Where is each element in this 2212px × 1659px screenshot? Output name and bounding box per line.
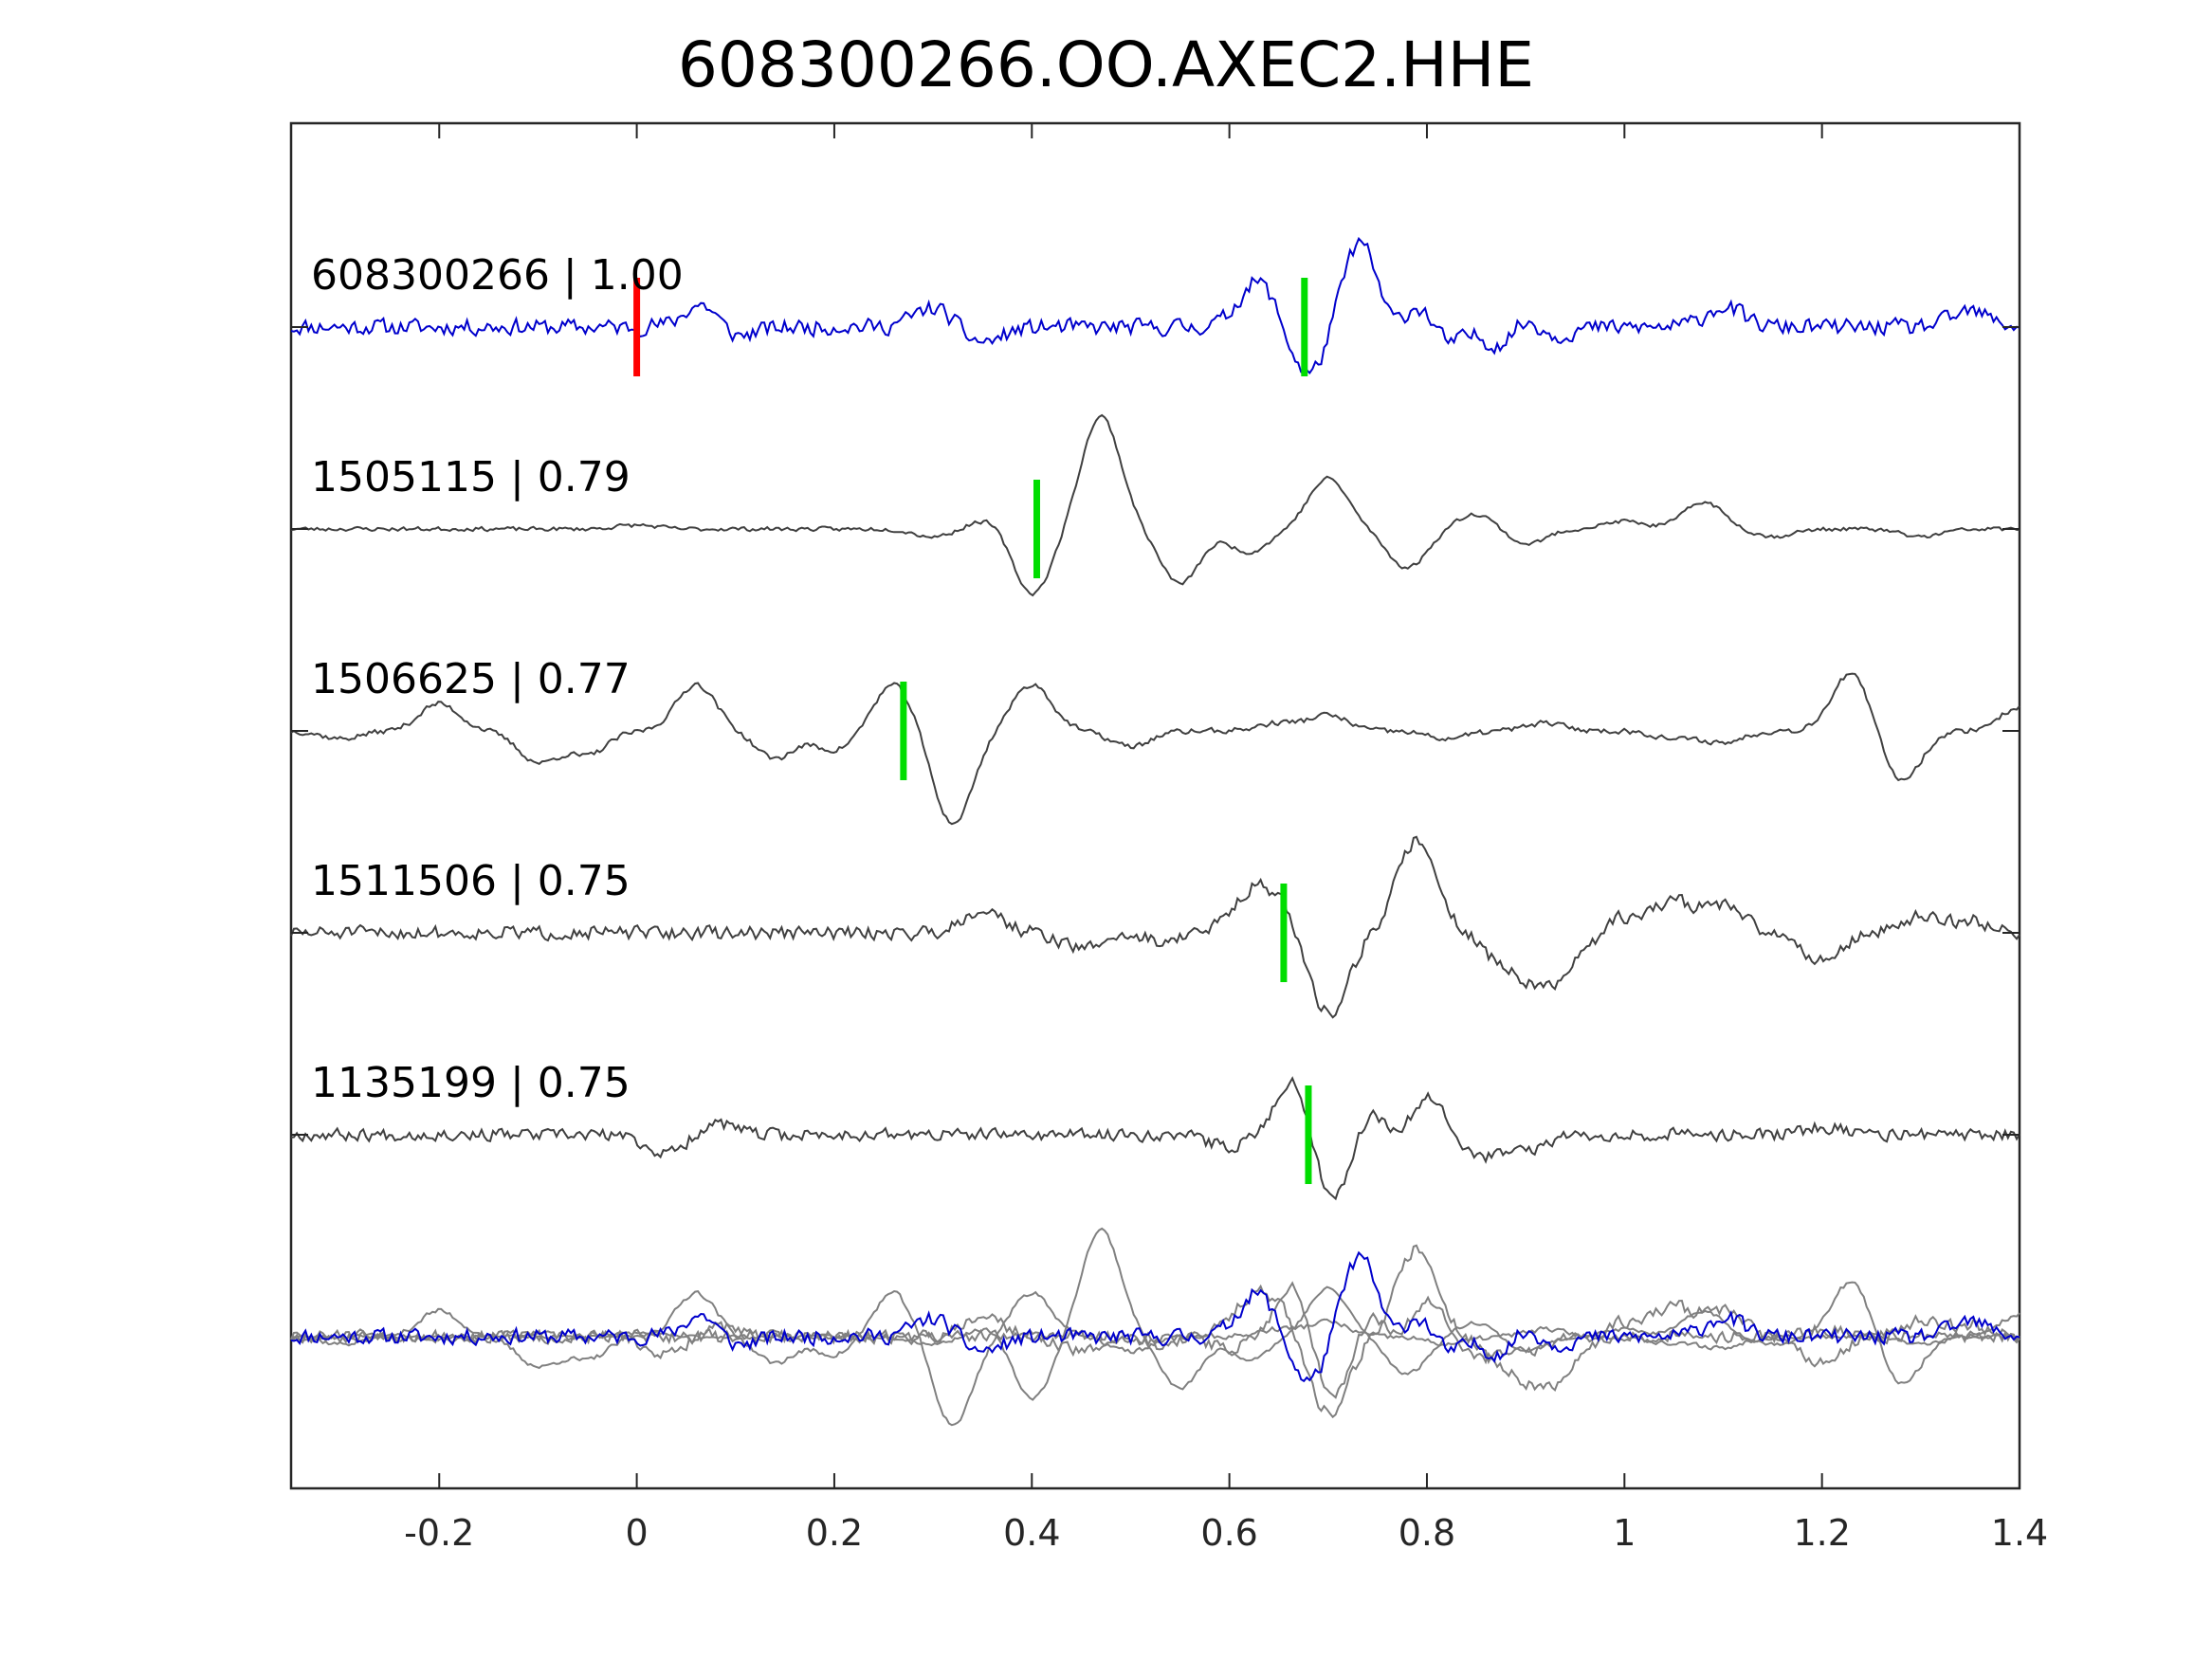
x-tick-label: 0.6: [1200, 1512, 1257, 1554]
x-axis-ticks: -0.2 0 0.2 0.4 0.6 0.8 1 1.2 1.4: [404, 123, 2048, 1554]
overlay-trace-608300266: [290, 1250, 2020, 1383]
overlay-trace-1135199: [290, 1281, 2020, 1399]
axes-box: [289, 121, 2021, 1490]
trace-1135199: [290, 1076, 2020, 1201]
traces: [290, 236, 2020, 1201]
x-tick-label: 1.2: [1793, 1512, 1850, 1554]
x-tick-label: 1: [1613, 1512, 1636, 1554]
trace-label: 1135199 | 0.75: [311, 1059, 631, 1107]
trace-608300266: [290, 236, 2020, 375]
trace-1505115: [290, 413, 2020, 597]
trace-label: 608300266 | 1.00: [311, 251, 684, 300]
x-tick-label: -0.2: [404, 1512, 474, 1554]
trace-labels: 608300266 | 1.00 1505115 | 0.79 1506625 | …: [311, 251, 684, 1107]
x-tick-label: 1.4: [1991, 1512, 2048, 1554]
trace-1511506: [290, 835, 2020, 1019]
trace-label: 1506625 | 0.77: [311, 655, 631, 703]
trace-label: 1505115 | 0.79: [311, 453, 631, 501]
x-tick-label: 0.8: [1398, 1512, 1455, 1554]
trace-1506625: [290, 672, 2020, 826]
trace-label: 1511506 | 0.75: [311, 857, 631, 905]
x-tick-label: 0: [626, 1512, 649, 1554]
chart-title: 608300266.OO.AXEC2.HHE: [677, 28, 1535, 101]
overlay-stack: [290, 1227, 2020, 1427]
x-tick-label: 0.4: [1003, 1512, 1060, 1554]
x-tick-label: 0.2: [806, 1512, 863, 1554]
